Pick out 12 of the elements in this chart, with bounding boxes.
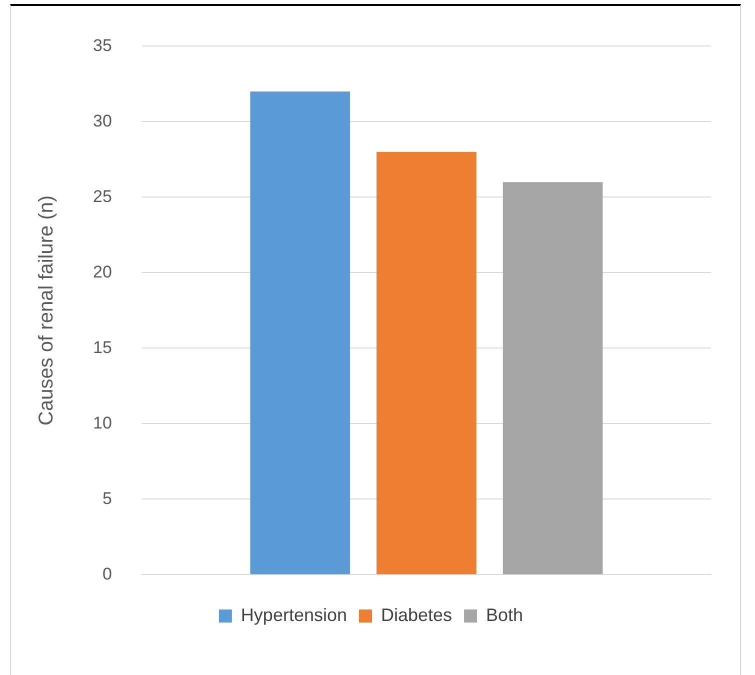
legend-label: Both — [486, 604, 524, 625]
y-tick-label: 30 — [92, 111, 112, 130]
y-axis-title: Causes of renal failure (n) — [36, 195, 58, 426]
legend-label: Diabetes — [380, 604, 452, 625]
y-tick-label: 25 — [92, 186, 112, 206]
y-tick-label: 0 — [102, 564, 112, 584]
legend-label: Hypertension — [240, 604, 347, 625]
y-tick-label: 20 — [92, 262, 112, 282]
y-tick-label: 35 — [92, 36, 112, 55]
y-tick-label: 10 — [92, 413, 112, 432]
y-tick-label: 15 — [92, 338, 112, 357]
y-tick-label: 5 — [102, 488, 112, 508]
